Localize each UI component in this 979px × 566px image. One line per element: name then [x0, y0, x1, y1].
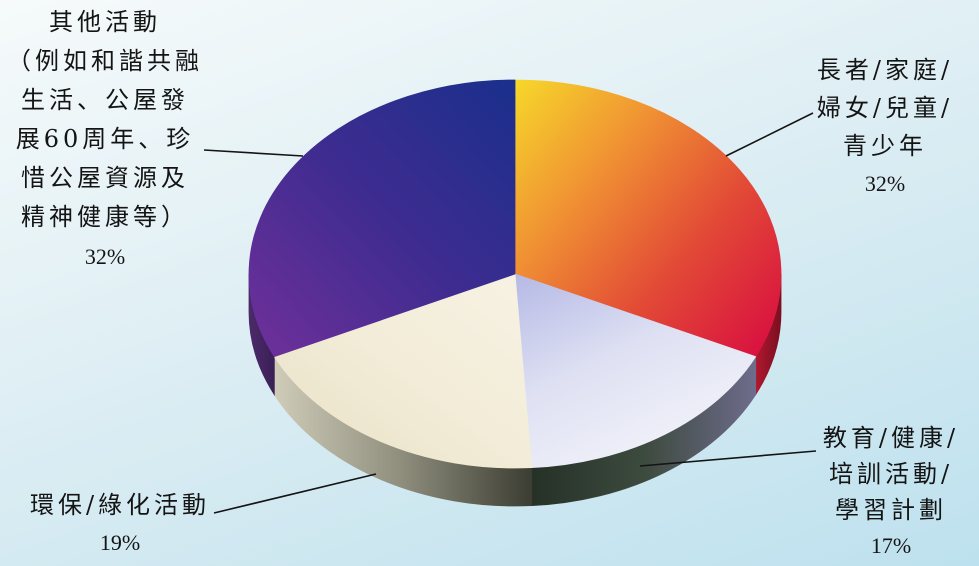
slice-label-education-health-training-learning: 教育/健康/ 培訓活動/ 學習計劃 17% [806, 420, 976, 564]
pie-slice-0 [514, 79, 782, 357]
slice-label-line: 其他活動 [49, 8, 161, 36]
slice-label-line: 青少年 [843, 132, 927, 160]
slice-label-line: 教育/健康/ [822, 424, 960, 452]
pie-slice-2 [273, 273, 533, 469]
pie-top-faces [248, 79, 782, 469]
leader-lines [203, 112, 817, 514]
slice-label-line: 展60周年、珍 [15, 125, 195, 153]
leader-line-other-activities [203, 149, 304, 157]
slice-label-elderly-family-women-children-youth: 長者/家庭/ 婦女/兒童/ 青少年 32% [800, 51, 970, 203]
slice-label-line: （例如和諧共融 [7, 47, 203, 75]
slice-label-line: 精神健康等） [21, 203, 189, 231]
slice-label-line: 生活、公屋發 [21, 86, 189, 114]
pie-slice-3 [248, 79, 516, 357]
pie-slice-1 [514, 273, 757, 469]
leader-line-elderly-family [725, 112, 814, 157]
slice-label-line: 婦女/兒童/ [816, 94, 954, 122]
slice-percent-label: 17% [870, 533, 912, 558]
slice-label-environmental-greening: 環保/綠化活動 19% [20, 486, 220, 562]
slice-label-line: 學習計劃 [835, 496, 947, 524]
pie-3d [248, 79, 782, 507]
slice-percent-label: 32% [84, 244, 126, 269]
leader-line-environmental-greening [213, 473, 377, 514]
slice-label-line: 惜公屋資源及 [21, 164, 189, 192]
slice-label-line: 培訓活動/ [828, 460, 954, 488]
leader-line-education-health [639, 450, 817, 467]
slice-label-line: 長者/家庭/ [816, 56, 954, 84]
slice-percent-label: 19% [99, 530, 141, 555]
slice-percent-label: 32% [864, 171, 906, 196]
slice-label-other-activities: 其他活動 （例如和諧共融 生活、公屋發 展60周年、珍 惜公屋資源及 精神健康等… [0, 3, 210, 276]
slice-label-line: 環保/綠化活動 [29, 491, 211, 519]
